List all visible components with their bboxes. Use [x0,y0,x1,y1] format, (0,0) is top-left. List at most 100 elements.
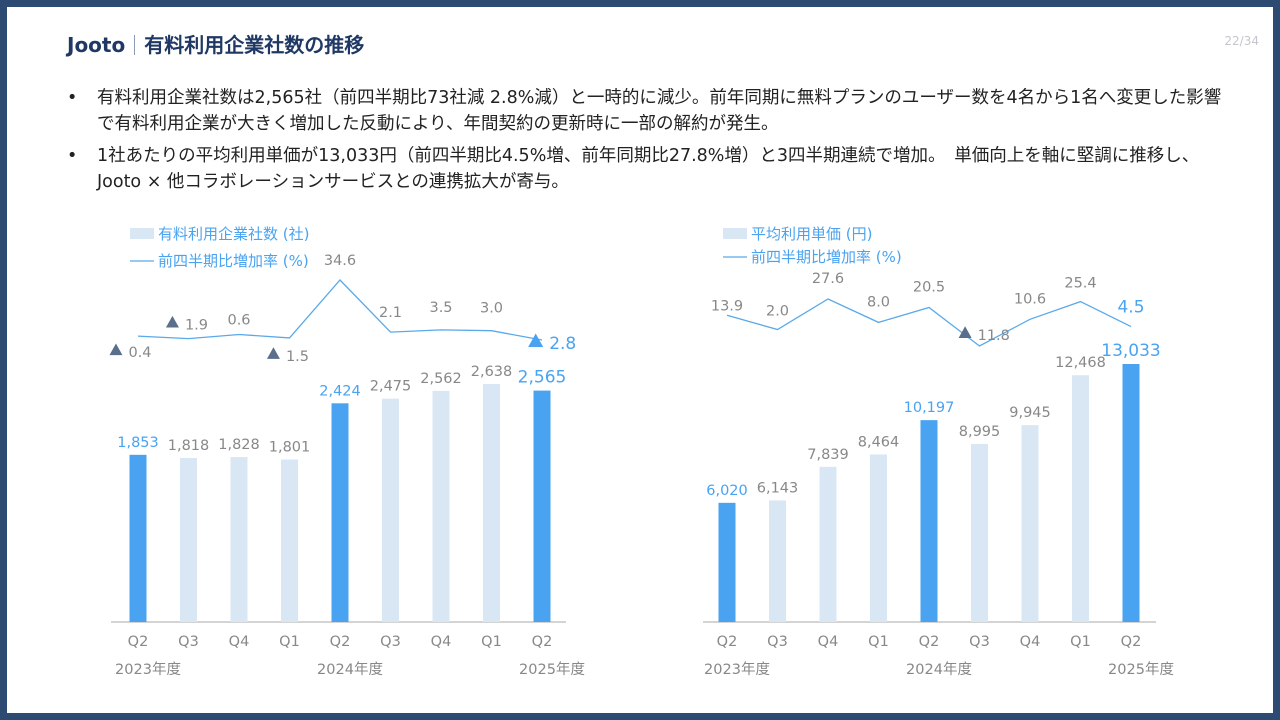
page-title: 有料利用企業社数の推移 [144,33,365,57]
bar [180,457,197,622]
x-tick-label: Q4 [431,634,452,650]
x-tick-label: Q3 [380,634,401,650]
bar-value-label: 6,143 [757,480,799,496]
x-tick-label: Q2 [717,634,738,650]
fiscal-year-label: 2023年度 [115,661,181,678]
bar-value-label: 1,828 [218,437,260,453]
rate-line [137,279,543,341]
x-tick-label: Q1 [279,634,300,650]
legend-bar-label: 平均利用単価 (円) [751,225,872,243]
x-tick-label: Q4 [1020,634,1041,650]
x-tick-label: Q2 [532,634,553,650]
bar [971,443,988,622]
rate-line [726,298,1132,347]
rate-value-label: 2.0 [766,304,789,320]
rate-value-label: 27.6 [812,271,844,287]
bar [533,390,551,622]
x-tick-label: Q1 [1070,634,1091,650]
bar-value-label: 2,562 [420,371,462,387]
rate-value-label: 1.9 [185,318,208,334]
bullet-list: • 有料利用企業社数は2,565社（前四半期比73社減 2.8%減）と一時的に減… [67,85,1237,201]
decrease-triangle-icon [528,333,544,347]
paid-companies-chart: 有料利用企業社数 (社) 前四半期比増加率 (%) 1,853 1,818 1,828 1… [109,225,585,678]
bar-value-label: 2,424 [319,383,361,399]
x-tick-label: Q2 [128,634,149,650]
bar [1072,375,1089,622]
x-tick-label: Q4 [818,634,839,650]
bar [1122,364,1140,622]
bar-value-label: 8,464 [858,434,900,450]
rate-value-label: 0.6 [227,313,250,329]
decrease-triangle-icon [958,326,972,338]
title-separator [134,35,136,55]
bar-value-label: 10,197 [904,400,955,416]
rate-value-label: 2.8 [549,334,576,354]
rate-value-label: 1.5 [286,349,309,365]
bullet-item: • 1社あたりの平均利用単価が13,033円（前四半期比4.5%増、前年同期比2… [67,143,1237,195]
bar [920,420,938,622]
bar-value-label: 1,853 [117,435,159,451]
x-tick-label: Q3 [178,634,199,650]
rate-value-label: 3.0 [480,301,503,317]
bullet-text: 有料利用企業社数は2,565社（前四半期比73社減 2.8%減）と一時的に減少。… [97,88,1222,134]
x-tick-label: Q2 [330,634,351,650]
fiscal-year-label: 2025年度 [1108,661,1174,678]
bar [281,459,298,622]
bar-value-label: 2,565 [518,368,567,388]
bar [432,390,450,622]
bar [230,457,248,622]
rate-value-label: 3.5 [429,300,452,316]
fiscal-year-label: 2024年度 [906,661,972,678]
bar-value-label: 1,818 [168,438,210,454]
bar [382,398,399,622]
bullet-marker: • [67,146,78,166]
bar [769,500,786,622]
x-tick-label: Q2 [919,634,940,650]
bar [331,403,349,622]
bar [819,466,837,622]
brand-name: Jooto [67,33,126,57]
x-tick-label: Q3 [969,634,990,650]
x-tick-label: Q3 [767,634,788,650]
slide-title: Jooto 有料利用企業社数の推移 [67,29,364,58]
bar-value-label: 9,945 [1009,405,1051,421]
rate-value-label: 13.9 [711,298,743,314]
bar [483,384,500,622]
bar-value-label: 1,801 [269,440,311,456]
bar-value-label: 8,995 [959,424,1001,440]
rate-value-label: 25.4 [1064,276,1096,292]
bar-value-label: 12,468 [1055,355,1106,371]
x-tick-label: Q1 [868,634,889,650]
bar [129,454,147,622]
fiscal-year-label: 2023年度 [704,661,770,678]
x-tick-label: Q1 [481,634,502,650]
bar [1021,425,1039,622]
legend-bar-swatch [130,228,154,239]
bar-value-label: 2,638 [471,364,513,380]
bar-value-label: 6,020 [706,483,748,499]
legend-line-label: 前四半期比増加率 (%) [751,248,902,266]
bar [718,502,736,622]
x-tick-label: Q4 [229,634,250,650]
bullet-item: • 有料利用企業社数は2,565社（前四半期比73社減 2.8%減）と一時的に減… [67,85,1237,137]
rate-value-label: 4.5 [1117,298,1144,318]
bar-value-label: 13,033 [1101,341,1160,361]
rate-value-label: 11.8 [978,328,1010,344]
fiscal-year-label: 2024年度 [317,661,383,678]
rate-value-label: 34.6 [324,253,356,269]
legend-bar-swatch [723,228,747,239]
decrease-triangle-icon [266,347,280,359]
legend-bar-label: 有料利用企業社数 (社) [158,225,309,243]
rate-value-label: 0.4 [128,345,151,361]
bullet-text: 1社あたりの平均利用単価が13,033円（前四半期比4.5%増、前年同期比27.… [97,146,1200,192]
bar-value-label: 2,475 [370,379,412,395]
fiscal-year-label: 2025年度 [519,661,585,678]
bar-value-label: 7,839 [807,447,849,463]
rate-value-label: 2.1 [379,305,402,321]
rate-value-label: 20.5 [913,279,945,295]
bar [870,454,887,622]
legend-line-label: 前四半期比増加率 (%) [158,252,309,270]
decrease-triangle-icon [109,343,123,356]
